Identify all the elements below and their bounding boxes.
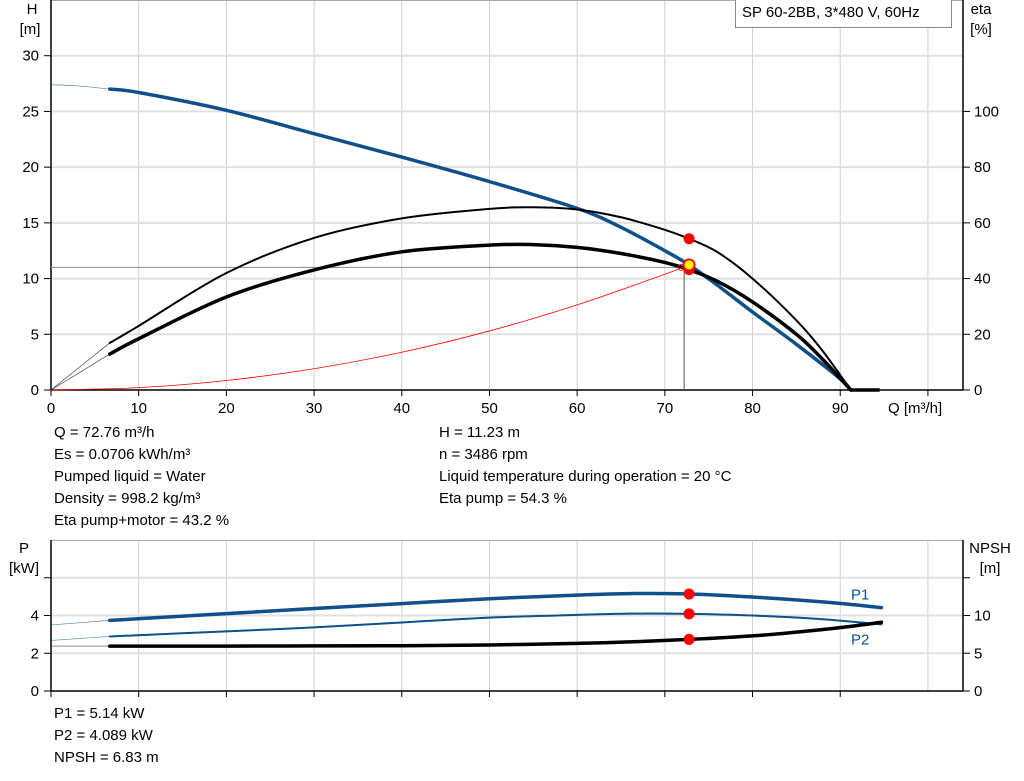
p2-duty-point	[683, 608, 695, 620]
y2-axis-label: eta	[971, 1, 993, 18]
y-tick-label: 4	[31, 608, 39, 625]
y-tick-label: 5	[31, 326, 39, 343]
y2-tick-label: 0	[974, 683, 982, 700]
p1-duty-point	[683, 588, 695, 600]
x-tick-label: 60	[569, 400, 586, 417]
info-p2: P2 = 4.089 kW	[54, 727, 153, 744]
y2-tick-label: 100	[974, 103, 999, 120]
p1-curve	[108, 591, 884, 623]
info-temp: Liquid temperature during operation = 20…	[439, 468, 732, 485]
info-es: Es = 0.0706 kWh/m³	[54, 446, 191, 463]
y2-tick-label: 20	[974, 326, 991, 343]
eta-pump-duty-point	[683, 233, 695, 245]
p2-label: P2	[851, 631, 869, 648]
info-p1: P1 = 5.14 kW	[54, 705, 145, 722]
info-h: H = 11.23 m	[439, 424, 521, 441]
info-density: Density = 998.2 kg/m³	[54, 490, 201, 507]
p2-curve	[108, 612, 883, 638]
info-q: Q = 72.76 m³/h	[54, 424, 155, 441]
y2-axis-unit: [%]	[970, 21, 992, 38]
npsh-curve	[108, 620, 884, 648]
y-tick-label: 10	[22, 271, 39, 288]
x-tick-label: 50	[481, 400, 498, 417]
info-n: n = 3486 rpm	[439, 446, 528, 463]
x-tick-label: 90	[832, 400, 849, 417]
p2-extension	[50, 636, 110, 641]
p1-extension	[50, 620, 110, 626]
system-intersection-marker	[677, 264, 685, 271]
x-tick-label: 30	[306, 400, 323, 417]
x-tick-label: 70	[657, 400, 674, 417]
info-eta-pump-motor: Eta pump+motor = 43.2 %	[54, 512, 230, 529]
info-left: Q = 72.76 m³/h Es = 0.0706 kWh/m³ Pumped…	[54, 422, 229, 532]
y2-tick-label: 60	[974, 215, 991, 232]
chart-title-box: SP 60-2BB, 3*480 V, 60Hz	[735, 0, 952, 28]
info-right: H = 11.23 m n = 3486 rpm Liquid temperat…	[439, 422, 731, 510]
p1-label: P1	[851, 587, 869, 604]
x-tick-label: 10	[130, 400, 147, 417]
y-tick-label: 30	[22, 48, 39, 65]
y-tick-label: 25	[22, 103, 39, 120]
y2-axis-unit: [m]	[980, 560, 1001, 577]
head-duty-point	[682, 258, 696, 272]
y-axis-unit: [m]	[20, 21, 41, 38]
y2-tick-label: 80	[974, 159, 991, 176]
eta-pump-motor-curve	[108, 242, 853, 392]
y2-tick-label: 10	[974, 608, 991, 625]
x-tick-label: 20	[218, 400, 235, 417]
npsh-duty-point	[683, 633, 695, 645]
x-axis-label: Q [m³/h]	[888, 400, 942, 417]
info-npsh: NPSH = 6.83 m	[54, 749, 159, 766]
eta-pump-curve	[108, 206, 852, 391]
eta-pump-motor-extension	[50, 353, 110, 391]
y2-tick-label: 0	[974, 382, 982, 399]
head-curve	[108, 87, 853, 392]
y-tick-label: 2	[31, 645, 39, 662]
y-tick-label: 15	[22, 215, 39, 232]
system-curve-curve	[50, 264, 690, 391]
y-tick-label: 0	[31, 683, 39, 700]
y-axis-label: P	[19, 540, 29, 557]
y2-axis-label: NPSH	[969, 540, 1011, 557]
chart-title: SP 60-2BB, 3*480 V, 60Hz	[742, 4, 920, 21]
info-liquid: Pumped liquid = Water	[54, 468, 206, 485]
x-tick-label: 40	[393, 400, 410, 417]
y2-tick-label: 5	[974, 645, 982, 662]
x-tick-label: 80	[744, 400, 761, 417]
y-axis-unit: [kW]	[9, 560, 39, 577]
eta-pump-extension	[50, 342, 110, 391]
y-axis-label: H	[27, 1, 38, 18]
y-tick-label: 20	[22, 159, 39, 176]
x-tick-label: 0	[47, 400, 55, 417]
info-eta-pump: Eta pump = 54.3 %	[439, 490, 567, 507]
head-extension	[50, 84, 110, 90]
y-tick-label: 0	[31, 382, 39, 399]
info-bottom: P1 = 5.14 kW P2 = 4.089 kW NPSH = 6.83 m	[54, 703, 159, 769]
y2-tick-label: 40	[974, 271, 991, 288]
